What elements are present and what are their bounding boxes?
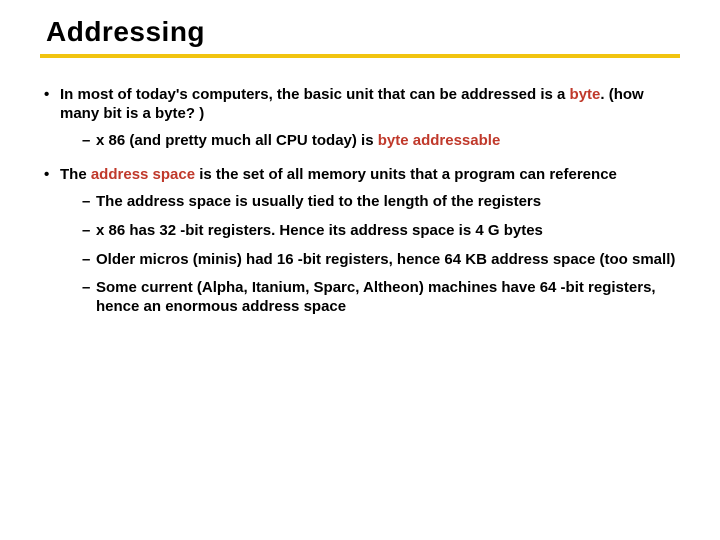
bullet-1-sub-1-pre: x 86 (and pretty much all CPU today) is bbox=[96, 132, 378, 149]
bullet-2-sublist: The address space is usually tied to the… bbox=[60, 193, 680, 317]
bullet-2-sub-2: x 86 has 32 -bit registers. Hence its ad… bbox=[82, 222, 680, 241]
bullet-1-sub-1-red: byte addressable bbox=[378, 132, 501, 149]
slide-title: Addressing bbox=[46, 16, 680, 48]
bullet-2-sub-1: The address space is usually tied to the… bbox=[82, 193, 680, 212]
bullet-2-post: is the set of all memory units that a pr… bbox=[195, 166, 617, 183]
bullet-1-text-pre: In most of today's computers, the basic … bbox=[60, 86, 570, 103]
bullet-2-red: address space bbox=[91, 166, 195, 183]
bullet-1: In most of today's computers, the basic … bbox=[44, 86, 680, 150]
title-underline bbox=[40, 54, 680, 58]
slide: Addressing In most of today's computers,… bbox=[0, 0, 720, 540]
bullet-2-pre: The bbox=[60, 166, 91, 183]
bullet-2-sub-3: Older micros (minis) had 16 -bit registe… bbox=[82, 251, 680, 270]
bullet-1-sublist: x 86 (and pretty much all CPU today) is … bbox=[60, 132, 680, 151]
bullet-1-byte: byte bbox=[570, 86, 601, 103]
bullet-2: The address space is the set of all memo… bbox=[44, 166, 680, 317]
bullet-list: In most of today's computers, the basic … bbox=[40, 86, 680, 317]
bullet-2-sub-4: Some current (Alpha, Itanium, Sparc, Alt… bbox=[82, 279, 680, 317]
bullet-1-sub-1: x 86 (and pretty much all CPU today) is … bbox=[82, 132, 680, 151]
